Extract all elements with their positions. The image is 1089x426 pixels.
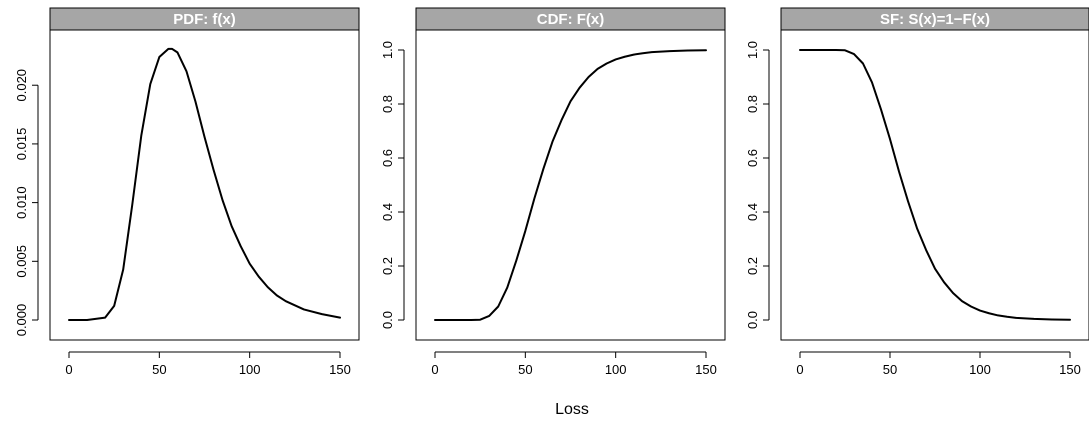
y-tick-label: 0.0 [380, 311, 395, 329]
y-tick-label: 0.2 [745, 257, 760, 275]
plot-box [780, 29, 1089, 341]
series-line [799, 49, 1071, 321]
series-line [434, 49, 707, 321]
plot-box [49, 29, 360, 341]
x-tick-label: 50 [883, 362, 897, 377]
y-tick-label: 0.015 [14, 128, 29, 161]
x-tick-label: 150 [1059, 362, 1081, 377]
x-axis-label: Loss [555, 401, 589, 418]
y-tick-label: 0.8 [380, 95, 395, 113]
y-tick-label: 0.6 [745, 149, 760, 167]
y-tick-label: 0.2 [380, 257, 395, 275]
y-tick-label: 0.4 [745, 203, 760, 221]
x-tick-label: 0 [431, 362, 438, 377]
panel-title: SF: S(x)=1−F(x) [880, 11, 990, 28]
y-tick-label: 1.0 [380, 41, 395, 59]
plot-box [415, 29, 726, 341]
x-tick-label: 150 [695, 362, 717, 377]
x-tick-label: 50 [152, 362, 166, 377]
x-tick-label: 0 [65, 362, 72, 377]
panel-title: PDF: f(x) [173, 11, 236, 28]
y-tick-label: 1.0 [745, 41, 760, 59]
x-tick-label: 100 [605, 362, 627, 377]
panel-1: PDF: f(x) 0 50 100 150 0.000 0.005 0.010 0.015 0.… [14, 7, 360, 377]
series-line [68, 47, 341, 321]
x-tick-label: 150 [329, 362, 351, 377]
y-tick-label: 0.020 [14, 69, 29, 102]
y-tick-label: 0.000 [14, 304, 29, 337]
y-tick-label: 0.010 [14, 186, 29, 219]
x-tick-label: 100 [969, 362, 991, 377]
y-tick-label: 0.8 [745, 95, 760, 113]
y-tick-label: 0.6 [380, 149, 395, 167]
x-tick-label: 100 [239, 362, 261, 377]
panel-title: CDF: F(x) [537, 11, 605, 28]
x-tick-label: 0 [796, 362, 803, 377]
y-tick-label: 0.4 [380, 203, 395, 221]
panel-2: CDF: F(x) 0 50 100 150 0.0 0.2 0.4 0.6 0.8 1.0 [380, 7, 726, 377]
y-tick-label: 0.005 [14, 245, 29, 278]
panel-3: SF: S(x)=1−F(x) 0 50 100 150 0.0 0.2 0.4 0.6 0.8 1… [745, 7, 1089, 377]
y-tick-label: 0.0 [745, 311, 760, 329]
x-tick-label: 50 [518, 362, 532, 377]
